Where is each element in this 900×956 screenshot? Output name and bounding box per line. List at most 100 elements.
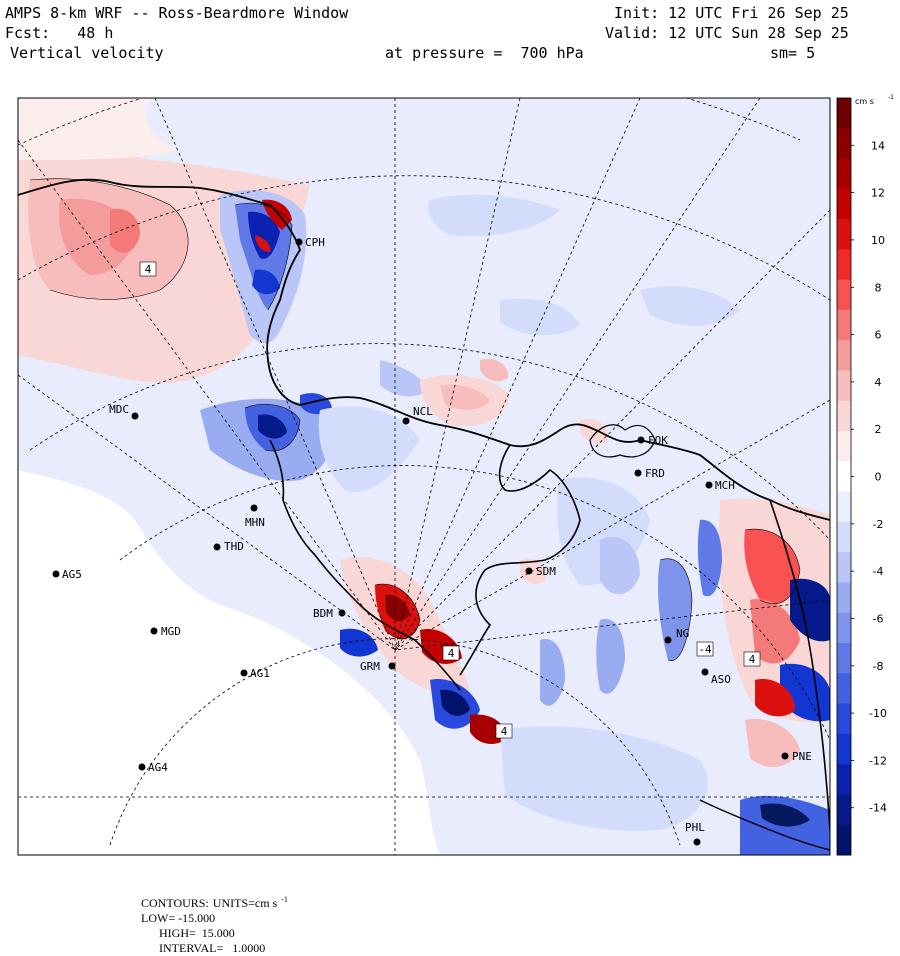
meridian-e2: [394, 98, 641, 651]
colorbar-tick-label: -2: [873, 518, 884, 531]
station-label-ag5: AG5: [62, 568, 82, 581]
colorbar-swatch: [837, 249, 851, 281]
positive-center-beardmore: [385, 594, 410, 622]
colorbar-units-exp: -1: [888, 94, 894, 101]
contour-2: [234, 202, 293, 311]
colorbar-tick-label: 4: [875, 376, 882, 389]
footer-interval: INTERVAL= 1.0000: [159, 941, 266, 955]
negative-stripe-sw-2: [540, 639, 565, 706]
colorbar-swatch: [837, 158, 851, 190]
station-dot-ag4: [138, 763, 146, 771]
station-label-cph: CPH: [305, 236, 325, 249]
coastline-north: [18, 178, 830, 521]
colorbar-swatch: [837, 370, 851, 402]
meridian-e3: [394, 98, 761, 651]
init-time: Init: 12 UTC Fri 26 Sep 25: [614, 4, 849, 22]
no-data-region: [18, 470, 440, 855]
contour-label-box: [495, 723, 513, 739]
station-dot-mdc: [131, 412, 139, 420]
station-label-frd: FRD: [645, 467, 665, 480]
parallel-3: [29, 343, 830, 541]
colorbar-tick-label: 0: [875, 471, 882, 484]
colorbar-tick-label: 14: [871, 139, 885, 152]
colorbar-tick-label: 6: [875, 329, 882, 342]
footer-low: LOW= -15.000: [141, 911, 216, 925]
contour-label: 4: [749, 653, 756, 666]
footer-units-label: UNITS=cm s: [212, 896, 278, 910]
field-name: Vertical velocity: [10, 44, 164, 62]
negative-core-bdm: [340, 628, 378, 657]
footer-contours-label: CONTOURS:: [141, 896, 209, 910]
station-label-fok: FOK: [648, 434, 668, 447]
colorbar-swatch: [837, 582, 851, 614]
colorbar-swatch: [837, 309, 851, 341]
colorbar-tick-label: -4: [873, 565, 884, 578]
positive-fleck-1: [480, 358, 509, 382]
contour-6: [659, 558, 693, 661]
colorbar-units: cm s: [855, 97, 874, 106]
colorbar-swatch: [837, 643, 851, 674]
colorbar-tick-label: 12: [871, 187, 885, 200]
colorbar-tick-label: -10: [869, 707, 887, 720]
station-label-mhn: MHN: [245, 516, 265, 529]
contour-lines: [29, 178, 801, 661]
station-dot-aso: [701, 668, 709, 676]
colorbar-tick-label: -6: [873, 612, 884, 625]
negative-region-ncl: [380, 360, 430, 397]
meridian-e1: [394, 98, 521, 651]
colorbar-swatch: [837, 400, 851, 432]
station-label-grm: GRM: [360, 660, 380, 673]
meridian-w1: [154, 98, 396, 651]
meridian-e6: [394, 599, 830, 651]
station-dot-phl: [693, 838, 701, 846]
transantarctic-front: [269, 439, 461, 691]
negative-center-phl: [760, 803, 810, 827]
contour-label: 4: [448, 647, 455, 660]
station-label-thd: THD: [224, 540, 244, 553]
contour-label-box: [442, 645, 460, 661]
footer-high: HIGH= 15.000: [159, 926, 235, 940]
colorbar-tick-label: -14: [869, 802, 887, 815]
colorbar: cm s -1 14 12 10 8 6 4 2 0 -2 -4 -6 -8 -10 -12 -14: [836, 94, 894, 856]
station-dot-ag5: [52, 570, 60, 578]
station-label-ncl: NCL: [413, 405, 433, 418]
negative-core-ncl-west: [300, 393, 332, 415]
colorbar-swatch: [837, 794, 851, 826]
contour-label-box: [743, 651, 761, 667]
station-label-ag4: AG4: [148, 761, 168, 774]
negative-core-sdm: [600, 536, 640, 595]
colorbar-swatch: [837, 552, 851, 583]
station-dot-pne: [781, 752, 789, 760]
positive-core-east-2: [750, 599, 800, 664]
positive-fleck-3: [520, 558, 547, 584]
station-dot-frd: [634, 469, 642, 477]
parallel-1: [109, 638, 681, 846]
forecast-hour: Fcst: 48 h: [5, 24, 114, 42]
station-label-sdm: SDM: [536, 565, 556, 578]
meridian-e4: [394, 209, 830, 651]
positive-core-ncl: [440, 384, 490, 410]
negative-core-east-1: [790, 578, 830, 642]
map-panel: [18, 98, 830, 855]
station-dot-ag1: [240, 669, 248, 677]
station-dot-mgd: [150, 627, 158, 635]
contour-label: 4: [145, 263, 152, 276]
station-dot-cph: [295, 238, 303, 246]
colorbar-tick-label: 8: [875, 281, 882, 294]
meridian-w2: [18, 139, 396, 651]
negative-stripe-ng-2: [697, 519, 722, 597]
colorbar-tick-label: -12: [869, 754, 887, 767]
station-dot-fok: [637, 436, 645, 444]
station-label-mgd: MGD: [161, 625, 181, 638]
colorbar-tick-label: -8: [873, 660, 884, 673]
colorbar-swatch: [837, 491, 851, 523]
map-frame: [17, 97, 831, 856]
colorbar-swatch: [837, 461, 851, 493]
negative-patch-central: [500, 298, 580, 336]
colorbar-swatch: [837, 340, 851, 372]
contour-3: [244, 403, 301, 452]
contour-5: [744, 528, 801, 605]
footer: CONTOURS: UNITS=cm s -1 LOW= -15.000 HIGH=…: [135, 880, 292, 956]
colorbar-swatch: [837, 431, 851, 462]
station-label-mdc: MDC: [109, 403, 129, 416]
